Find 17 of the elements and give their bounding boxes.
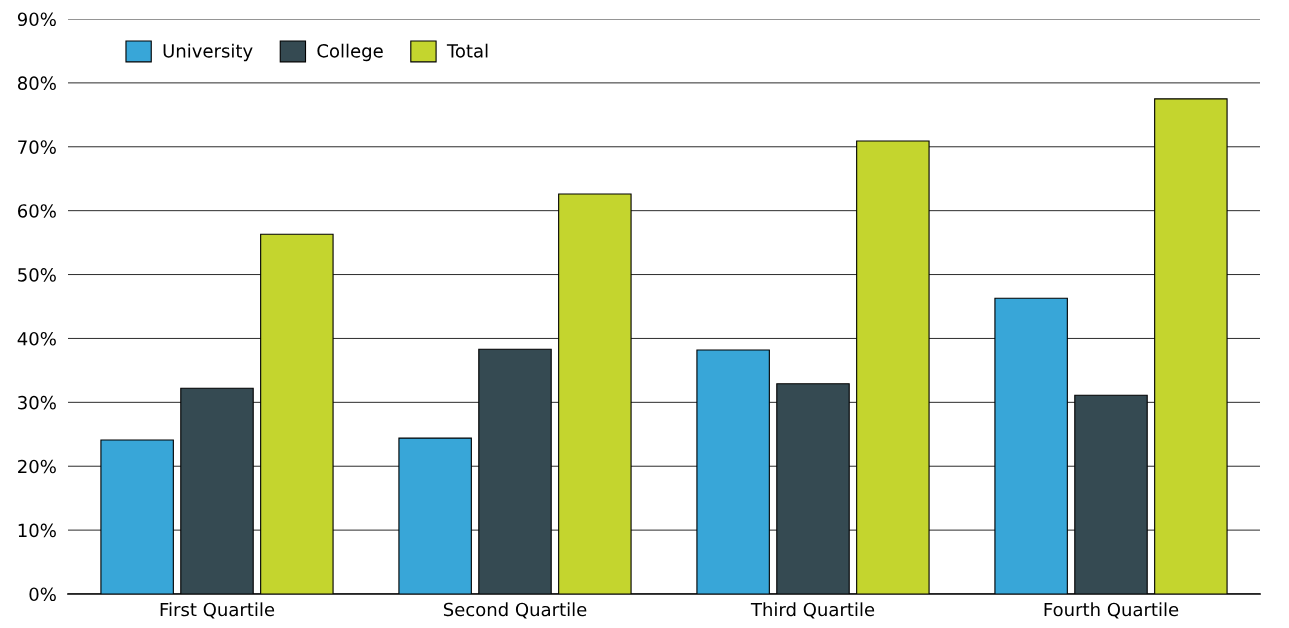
y-tick-label: 40% [17, 331, 56, 346]
y-tick-label: 30% [18, 395, 56, 410]
legend-label: Total [446, 43, 488, 58]
y-tick-label: 0% [29, 587, 56, 602]
legend-label: University [163, 43, 253, 62]
y-tick-label: 50% [18, 268, 56, 282]
y-tick-label: 10% [18, 523, 56, 538]
y-tick-label: 60% [18, 204, 56, 218]
y-tick-label: 70% [18, 140, 56, 154]
x-tick-label: Fourth Quartile [1044, 602, 1179, 619]
x-tick-label: First Quartile [160, 602, 275, 619]
x-tick-label: Third Quartile [750, 602, 875, 619]
y-tick-label: 80% [17, 76, 56, 91]
x-tick-label: Second Quartile [443, 602, 587, 619]
legend-label: College [317, 43, 383, 62]
y-tick-label: 20% [18, 459, 56, 474]
y-tick-label: 90% [17, 12, 56, 27]
